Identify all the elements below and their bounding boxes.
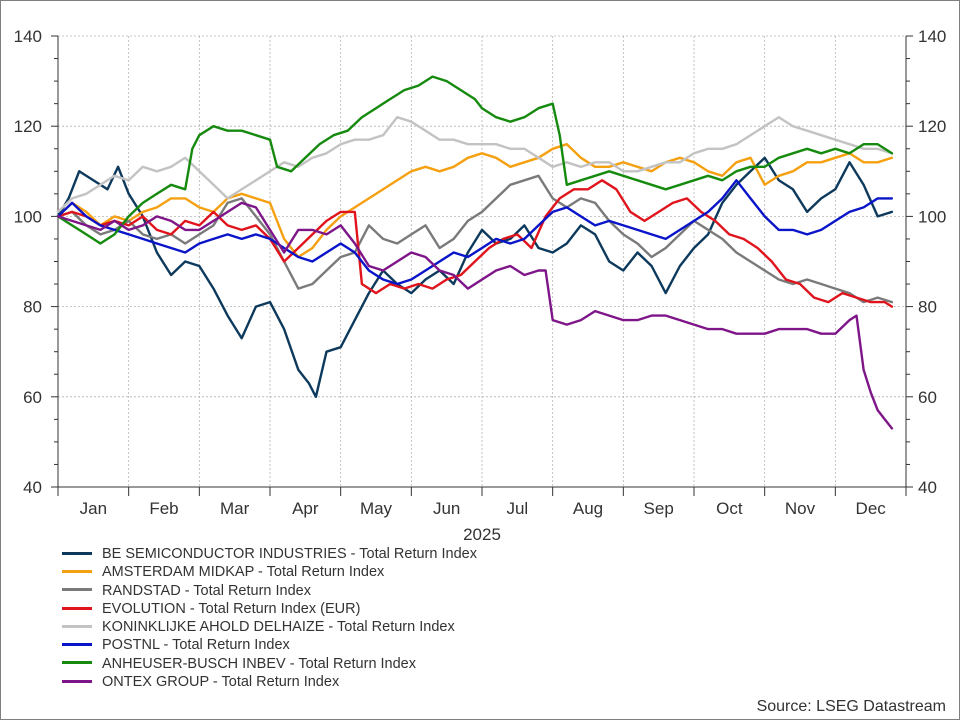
y-tick-label-left: 60 bbox=[23, 388, 42, 407]
axis-labels: 40 40 60 60 80 80 100 100 120 120 140 140 Jan Feb Mar A… bbox=[14, 27, 947, 544]
y-tick-label-right: 60 bbox=[918, 388, 937, 407]
legend-item: POSTNL - Total Return Index bbox=[62, 636, 477, 654]
series-line-3 bbox=[56, 174, 894, 304]
series-line-2 bbox=[56, 143, 894, 259]
legend-swatch bbox=[62, 679, 92, 683]
x-tick-label: Dec bbox=[856, 499, 887, 518]
y-tick-label-left: 140 bbox=[14, 27, 42, 46]
legend-item: RANDSTAD - Total Return Index bbox=[62, 582, 477, 600]
x-tick-label: Aug bbox=[573, 499, 603, 518]
series-line-4 bbox=[56, 179, 894, 308]
legend-swatch bbox=[62, 588, 92, 592]
legend-label: RANDSTAD - Total Return Index bbox=[102, 582, 311, 599]
series-line-6 bbox=[56, 179, 894, 286]
legend-swatch bbox=[62, 551, 92, 555]
y-tick-label-left: 80 bbox=[23, 298, 42, 317]
series-lines bbox=[56, 75, 894, 430]
axes bbox=[51, 35, 913, 496]
legend-label: KONINKLIJKE AHOLD DELHAIZE - Total Retur… bbox=[102, 619, 455, 636]
legend-swatch bbox=[62, 661, 92, 665]
x-tick-label: Jul bbox=[506, 499, 528, 518]
legend-item: ANHEUSER-BUSCH INBEV - Total Return Inde… bbox=[62, 655, 477, 673]
x-tick-label: Mar bbox=[220, 499, 250, 518]
x-tick-label: Oct bbox=[716, 499, 743, 518]
y-tick-label-left: 120 bbox=[14, 117, 42, 136]
y-tick-label-right: 140 bbox=[918, 27, 946, 46]
x-tick-label: Jun bbox=[433, 499, 460, 518]
legend-label: EVOLUTION - Total Return Index (EUR) bbox=[102, 600, 361, 617]
legend-label: BE SEMICONDUCTOR INDUSTRIES - Total Retu… bbox=[102, 546, 477, 562]
legend-swatch bbox=[62, 643, 92, 647]
legend-label: AMSTERDAM MIDKAP - Total Return Index bbox=[102, 564, 385, 581]
legend-swatch bbox=[62, 606, 92, 610]
series-line-5 bbox=[56, 116, 894, 214]
x-tick-label: Sep bbox=[644, 499, 674, 518]
series-line-8 bbox=[56, 201, 894, 430]
y-tick-label-right: 80 bbox=[918, 298, 937, 317]
legend-item: BE SEMICONDUCTOR INDUSTRIES - Total Retu… bbox=[62, 545, 477, 563]
series-line-1 bbox=[56, 156, 894, 398]
legend-label: ONTEX GROUP - Total Return Index bbox=[102, 674, 340, 691]
legend-label: POSTNL - Total Return Index bbox=[102, 637, 290, 654]
series-line-7 bbox=[56, 75, 894, 245]
legend-swatch bbox=[62, 569, 92, 573]
grid-lines bbox=[58, 35, 906, 488]
source-note: Source: LSEG Datastream bbox=[756, 698, 946, 715]
x-tick-label: Nov bbox=[785, 499, 816, 518]
y-tick-label-left: 100 bbox=[14, 207, 42, 226]
legend: BE SEMICONDUCTOR INDUSTRIES - Total Retu… bbox=[62, 545, 477, 691]
year-label: 2025 bbox=[463, 525, 501, 544]
legend-item: KONINKLIJKE AHOLD DELHAIZE - Total Retur… bbox=[62, 618, 477, 636]
y-tick-label-right: 40 bbox=[918, 478, 937, 497]
legend-item: ONTEX GROUP - Total Return Index bbox=[62, 673, 477, 691]
legend-label: ANHEUSER-BUSCH INBEV - Total Return Inde… bbox=[102, 655, 417, 672]
legend-item: AMSTERDAM MIDKAP - Total Return Index bbox=[62, 563, 477, 581]
x-tick-label: Jan bbox=[80, 499, 107, 518]
y-tick-label-right: 100 bbox=[918, 207, 946, 226]
legend-item: EVOLUTION - Total Return Index (EUR) bbox=[62, 600, 477, 618]
x-tick-label: May bbox=[360, 499, 393, 518]
x-tick-label: Feb bbox=[149, 499, 178, 518]
y-tick-label-left: 40 bbox=[23, 478, 42, 497]
y-tick-label-right: 120 bbox=[918, 117, 946, 136]
x-tick-label: Apr bbox=[292, 499, 319, 518]
legend-swatch bbox=[62, 624, 92, 628]
